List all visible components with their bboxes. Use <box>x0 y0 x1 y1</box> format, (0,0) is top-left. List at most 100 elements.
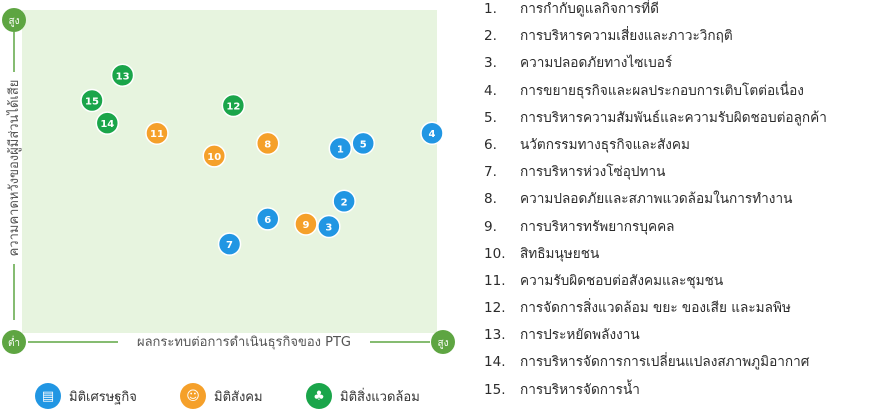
topic-list: 1. การกำกับดูแลกิจการที่ดี 2. การบริหารควา… <box>484 1 827 409</box>
scatter-point-marker <box>294 212 318 236</box>
list-item-text: การบริหารความสัมพันธ์และความรับผิดชอบต่อ… <box>520 109 827 126</box>
plot-area <box>22 10 437 333</box>
scatter-point-10: 10 <box>202 144 227 168</box>
scatter-point-label: 10 <box>207 152 221 163</box>
list-item-text: การบริหารความเสี่ยงและภาวะวิกฤติ <box>520 28 733 45</box>
scatter-point-marker <box>317 214 341 239</box>
scatter-point-marker <box>217 232 242 256</box>
badge-high-y-text: สูง <box>9 16 20 27</box>
scatter-point-marker <box>80 88 104 113</box>
badge-high-y: สูง <box>2 8 26 32</box>
scatter-point-12: 12 <box>221 93 246 118</box>
list-item: 2. การบริหารความเสี่ยงและภาวะวิกฤติ <box>484 28 827 55</box>
legend-social: ☺ มิติสังคม <box>180 383 263 409</box>
scatter-point-5: 5 <box>351 131 375 156</box>
list-item-text: ความรับผิดชอบต่อสังคมและชุมชน <box>520 272 724 289</box>
list-item: 11. ความรับผิดชอบต่อสังคมและชุมชน <box>484 273 827 300</box>
scatter-point-marker <box>255 207 280 231</box>
list-item: 13. การประหยัดพลังงาน <box>484 327 827 354</box>
list-item-number: 3. <box>484 55 497 72</box>
scatter-point-13: 13 <box>110 63 135 88</box>
scatter-point-label: 12 <box>226 102 240 113</box>
list-item: 7. การบริหารห่วงโซ่อุปทาน <box>484 164 827 191</box>
list-item-number: 12. <box>484 300 506 317</box>
list-item-number: 9. <box>484 218 497 235</box>
list-item-number: 14. <box>484 354 506 371</box>
list-item-number: 10. <box>484 245 506 262</box>
list-item: 12. การจัดการสิ่งแวดล้อม ขยะ ของเสีย และม… <box>484 300 827 327</box>
list-item: 3. ความปลอดภัยทางไซเบอร์ <box>484 55 827 82</box>
scatter-point-4: 4 <box>420 121 444 145</box>
list-item: 6. นวัตกรรมทางธุรกิจและสังคม <box>484 137 827 164</box>
list-item: 9. การบริหารทรัพยากรบุคคล <box>484 219 827 246</box>
list-item-text: การประหยัดพลังงาน <box>520 327 640 344</box>
scatter-point-6: 6 <box>255 207 280 231</box>
scatter-point-2: 2 <box>332 189 356 214</box>
list-item-number: 2. <box>484 28 497 45</box>
list-item-text: การบริหารทรัพยากรบุคคล <box>520 218 675 235</box>
legend-social-label: มิติสังคม <box>214 389 263 405</box>
list-item-text: การบริหารจัดการการเปลี่ยนแปลงสภาพภูมิอาก… <box>520 354 810 371</box>
list-item-text: ความปลอดภัยและสภาพแวดล้อมในการทำงาน <box>520 191 793 208</box>
list-item-number: 5. <box>484 109 497 126</box>
badge-low-text: ต่ำ <box>8 335 20 349</box>
list-item-number: 11. <box>484 272 506 289</box>
scatter-point-marker <box>255 131 280 156</box>
legend-economic: ▤ มิติเศรษฐกิจ <box>35 383 137 409</box>
legend-economic-label: มิติเศรษฐกิจ <box>69 389 137 405</box>
x-axis-label: ผลกระทบต่อการดำเนินธุรกิจของ PTG <box>137 335 351 350</box>
legend-environment-label: มิติสิ่งแวดล้อม <box>340 389 420 405</box>
scatter-point-label: 7 <box>226 240 233 251</box>
list-item-number: 4. <box>484 82 497 99</box>
list-item: 14. การบริหารจัดการการเปลี่ยนแปลงสภาพภูมิ… <box>484 354 827 381</box>
scatter-point-label: 6 <box>264 215 271 226</box>
legend-environment: ♣ มิติสิ่งแวดล้อม <box>306 383 420 409</box>
scatter-point-marker <box>351 131 375 156</box>
scatter-point-11: 11 <box>145 121 169 145</box>
badge-high-x: สูง <box>431 330 455 354</box>
scatter-point-label: 8 <box>264 139 271 150</box>
scatter-point-1: 1 <box>328 136 353 161</box>
scatter-point-marker <box>110 63 135 88</box>
scatter-point-marker <box>95 111 120 135</box>
scatter-point-label: 11 <box>150 129 164 140</box>
materiality-matrix: ความคาดหวังของผู้มีส่วนได้เสีย ผลกระทบต่… <box>2 8 455 354</box>
scatter-point-label: 3 <box>325 222 332 233</box>
badge-high-x-text: สูง <box>438 338 449 349</box>
scatter-point-marker <box>328 136 353 161</box>
y-axis-label: ความคาดหวังของผู้มีส่วนได้เสีย <box>6 80 22 257</box>
list-item: 1. การกำกับดูแลกิจการที่ดี <box>484 1 827 28</box>
scatter-point-7: 7 <box>217 232 242 256</box>
badge-low: ต่ำ <box>2 330 26 354</box>
scatter-point-label: 2 <box>341 197 348 208</box>
list-item-text: การบริหารจัดการน้ำ <box>520 381 640 398</box>
scatter-point-label: 15 <box>85 96 99 107</box>
list-item-text: การบริหารห่วงโซ่อุปทาน <box>520 164 666 181</box>
scatter-point-9: 9 <box>294 212 318 236</box>
list-item-number: 8. <box>484 191 497 208</box>
list-item-number: 13. <box>484 327 506 344</box>
scatter-point-marker <box>221 93 246 118</box>
list-item: 10. สิทธิมนุษยชน <box>484 246 827 273</box>
list-item-number: 1. <box>484 1 497 17</box>
chart-screen-icon: ▤ <box>35 383 61 409</box>
list-item-text: นวัตกรรมทางธุรกิจและสังคม <box>520 136 690 153</box>
scatter-point-marker <box>332 189 356 214</box>
list-item-text: การขยายธุรกิจและผลประกอบการเติบโตต่อเนื่… <box>520 82 804 99</box>
scatter-point-label: 1 <box>337 144 344 155</box>
scatter-point-marker <box>202 144 227 168</box>
scatter-point-label: 14 <box>100 119 114 130</box>
scatter-point-label: 13 <box>116 71 130 82</box>
list-item-text: การจัดการสิ่งแวดล้อม ขยะ ของเสีย และมลพิ… <box>520 300 791 317</box>
list-item-text: สิทธิมนุษยชน <box>520 245 600 262</box>
plant-icon: ♣ <box>306 383 332 409</box>
list-item: 8. ความปลอดภัยและสภาพแวดล้อมในการทำงาน <box>484 191 827 218</box>
scatter-point-label: 4 <box>429 129 436 140</box>
list-item-text: ความปลอดภัยทางไซเบอร์ <box>520 55 673 72</box>
scatter-point-marker <box>420 121 444 145</box>
scatter-point-label: 9 <box>302 220 309 231</box>
people-icon: ☺ <box>180 383 206 409</box>
list-item: 4. การขยายธุรกิจและผลประกอบการเติบโตต่อเน… <box>484 83 827 110</box>
scatter-point-14: 14 <box>95 111 120 135</box>
